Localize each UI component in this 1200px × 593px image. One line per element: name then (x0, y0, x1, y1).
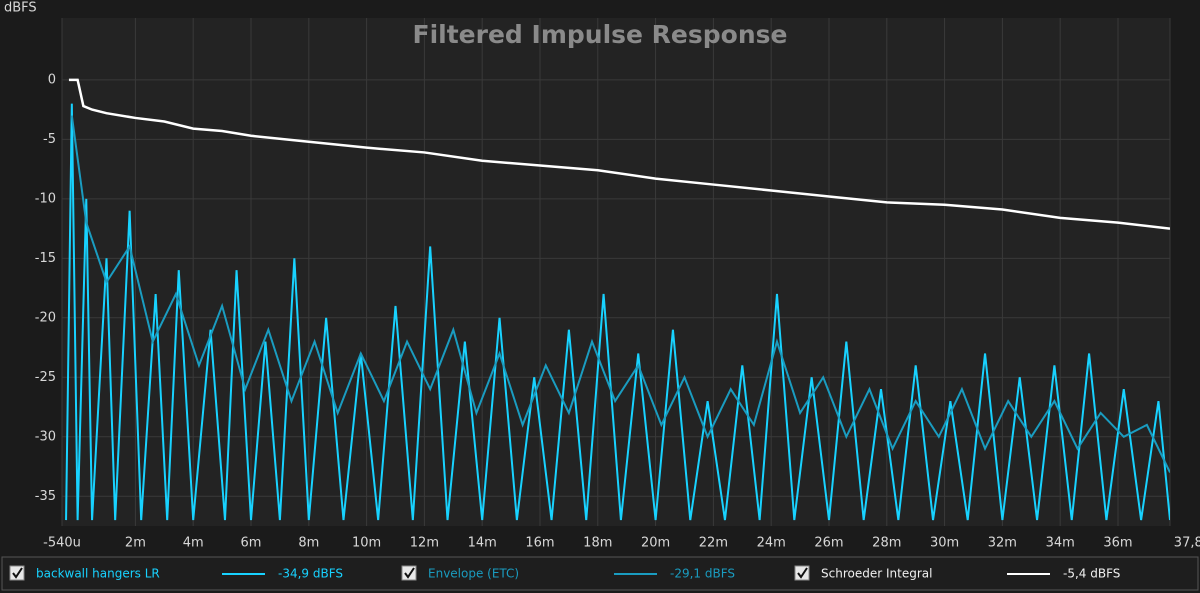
legend-box (1, 556, 1199, 591)
series-line (68, 78, 1170, 230)
x-tick-label: 24m (757, 536, 786, 551)
x-tick-label: 4m (183, 536, 204, 551)
y-tick-label: -35 (35, 489, 56, 504)
y-tick-label: -10 (35, 191, 56, 206)
x-tick-label: 34m (1046, 536, 1075, 551)
y-tick-label: -25 (35, 370, 56, 385)
x-tick-label: 6m (241, 536, 262, 551)
legend-label: backwall hangers LR (36, 567, 160, 581)
x-tick-label: 2m (125, 536, 146, 551)
checkmark (797, 567, 808, 579)
checkmark (12, 567, 23, 579)
y-axis-label: dBFS (4, 1, 37, 16)
chart-title: Filtered Impulse Response (413, 20, 788, 49)
x-tick-label: 36m (1103, 536, 1132, 551)
series-line (65, 103, 1170, 521)
legend-readout: -29,1 dBFS (670, 567, 735, 581)
series-line (70, 115, 1170, 473)
x-tick-label: 28m (872, 536, 901, 551)
x-tick-label: 18m (583, 536, 612, 551)
x-tick-label: 12m (410, 536, 439, 551)
x-tick-label: 37,8ms (1174, 536, 1200, 551)
legend-label: Envelope (ETC) (428, 567, 519, 581)
y-tick-label: -15 (35, 251, 56, 266)
y-tick-label: 0 (48, 72, 56, 87)
plot-lines (65, 78, 1170, 521)
x-tick-label: 26m (814, 536, 843, 551)
y-tick-label: -20 (35, 310, 56, 325)
x-tick-label: -540u (43, 536, 81, 551)
legend-label: Schroeder Integral (821, 567, 932, 581)
x-tick-label: 16m (525, 536, 554, 551)
y-tick-label: -30 (35, 429, 56, 444)
x-tick-label: 22m (699, 536, 728, 551)
x-tick-label: 32m (988, 536, 1017, 551)
y-tick-label: -5 (43, 132, 56, 147)
checkmark (404, 567, 415, 579)
x-tick-label: 20m (641, 536, 670, 551)
x-tick-label: 8m (298, 536, 319, 551)
legend-readout: -5,4 dBFS (1063, 567, 1120, 581)
x-tick-label: 30m (930, 536, 959, 551)
legend-readout: -34,9 dBFS (278, 567, 343, 581)
x-tick-label: 14m (468, 536, 497, 551)
x-tick-label: 10m (352, 536, 381, 551)
